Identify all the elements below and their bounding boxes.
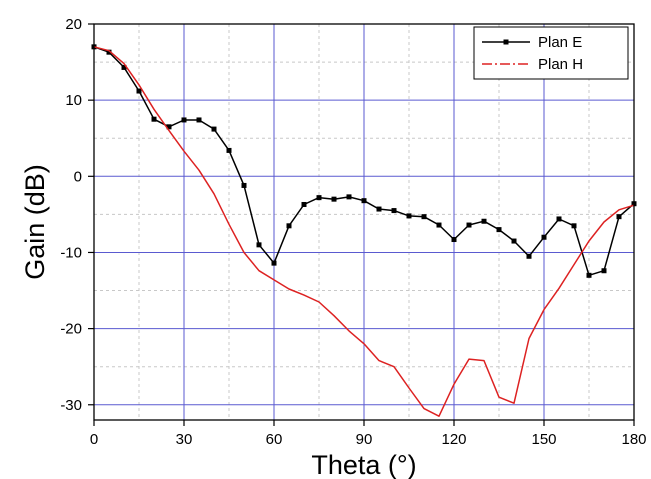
series-1-point <box>391 208 397 214</box>
series-1-point <box>616 214 622 220</box>
y-tick-label: 20 <box>65 16 82 33</box>
legend-label-1: Plan E <box>538 34 582 51</box>
x-tick-label: 0 <box>90 431 98 448</box>
series-1-point <box>121 64 127 70</box>
x-tick-label: 120 <box>441 431 466 448</box>
series-1-point <box>196 117 202 123</box>
y-tick-label: 10 <box>65 92 82 109</box>
series-line-2 <box>93 46 635 417</box>
y-axis-title: Gain (dB) <box>20 164 50 280</box>
series-1-point <box>526 253 532 259</box>
series-1-point <box>301 201 307 207</box>
legend: Plan E Plan H <box>473 26 629 80</box>
y-tick-label: -10 <box>60 244 82 261</box>
x-tick-label: 90 <box>356 431 373 448</box>
x-tick-label: 150 <box>531 431 556 448</box>
series-1-point <box>256 242 262 248</box>
y-tick-label: -20 <box>60 321 82 338</box>
series-1-point <box>211 126 217 132</box>
series-1-point <box>421 214 427 220</box>
y-tick-label: -30 <box>60 397 82 414</box>
series-1-point <box>181 117 187 123</box>
legend-box <box>473 26 629 80</box>
axis-ticks: 0 30 60 90 120 150 180 20 10 0 -10 -20 -30 <box>60 16 646 448</box>
legend-marker-1 <box>503 39 509 45</box>
series-1-point <box>271 260 277 266</box>
x-tick-label: 30 <box>176 431 193 448</box>
series-1-point <box>376 206 382 212</box>
series-1-point <box>316 195 322 201</box>
series-1-point <box>331 196 337 202</box>
series-layer <box>91 44 637 417</box>
series-1-point <box>436 222 442 228</box>
series-1-point <box>571 223 577 229</box>
series-1-point <box>481 218 487 224</box>
series-1-point <box>136 88 142 94</box>
series-1-point <box>151 116 157 122</box>
x-tick-label: 180 <box>621 431 646 448</box>
series-1-point <box>241 182 247 188</box>
x-axis-title: Theta (°) <box>311 450 416 479</box>
series-1-point <box>556 216 562 222</box>
series-1-point <box>601 268 607 274</box>
series-1-point <box>496 227 502 233</box>
series-1-point <box>466 222 472 228</box>
series-1-point <box>346 194 352 200</box>
series-1-point <box>541 234 547 240</box>
series-1-point <box>586 272 592 278</box>
y-tick-label: 0 <box>74 168 82 185</box>
series-1-point <box>226 147 232 153</box>
x-tick-label: 60 <box>266 431 283 448</box>
series-1-point <box>361 198 367 204</box>
series-1-point <box>286 223 292 229</box>
legend-entries: Plan E Plan H <box>482 34 583 73</box>
series-1-point <box>106 49 112 55</box>
legend-label-2: Plan H <box>538 56 583 73</box>
series-1-point <box>406 213 412 219</box>
series-1-point <box>511 238 517 244</box>
series-1-point <box>166 124 172 130</box>
series-1-point <box>451 237 457 243</box>
